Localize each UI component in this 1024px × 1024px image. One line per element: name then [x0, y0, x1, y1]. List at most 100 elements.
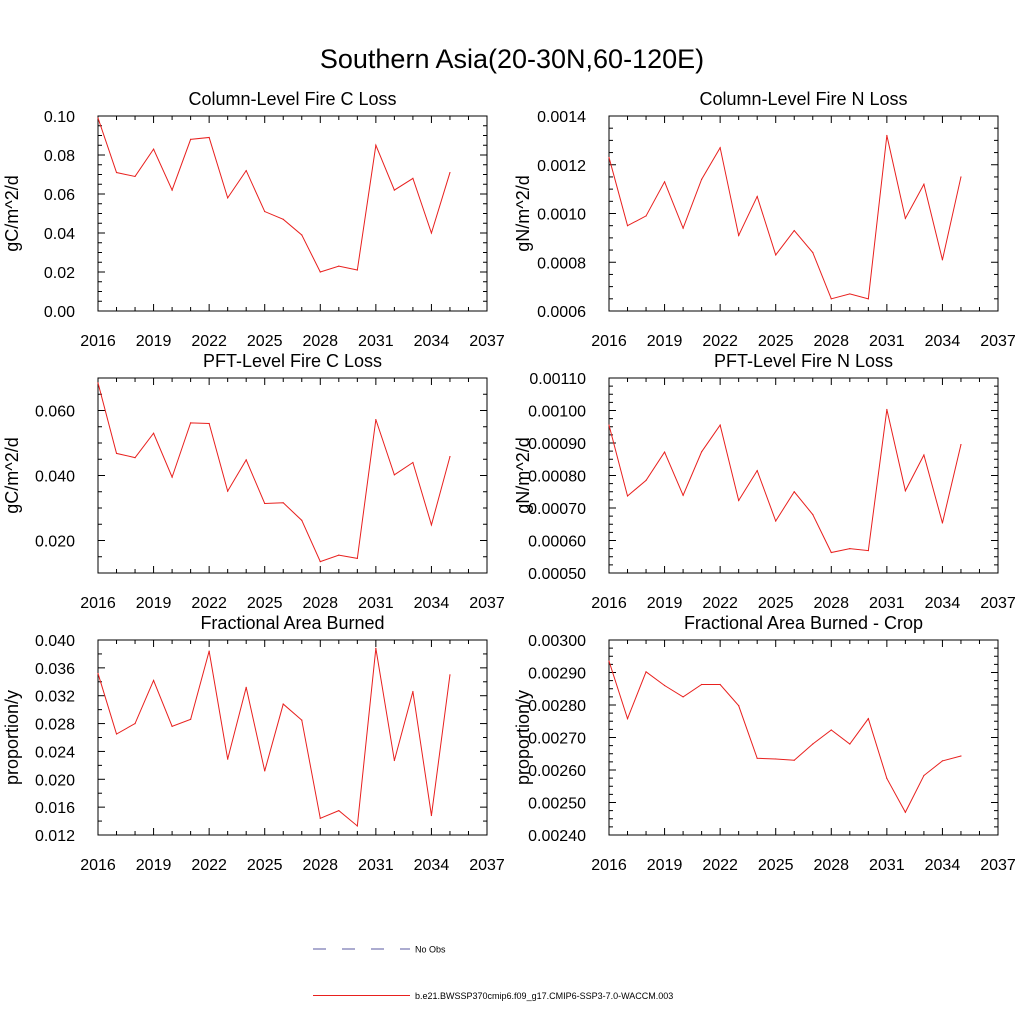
y-tick-label: 0.020 — [35, 772, 75, 789]
data-point — [393, 474, 395, 476]
data-point — [719, 147, 721, 149]
data-point — [701, 178, 703, 180]
x-tick-label: 2025 — [247, 333, 283, 350]
data-point — [738, 499, 740, 502]
data-point — [227, 490, 229, 492]
data-point — [849, 293, 851, 295]
y-tick-label: 0.0014 — [537, 109, 586, 126]
data-point — [393, 759, 395, 762]
data-point — [830, 298, 832, 300]
y-tick-label: 0.06 — [44, 187, 75, 204]
data-point — [115, 733, 118, 735]
data-point — [941, 760, 944, 762]
data-point — [608, 424, 610, 426]
data-point — [245, 459, 247, 461]
x-tick-label: 2025 — [247, 595, 283, 612]
x-tick-label: 2037 — [469, 857, 505, 874]
series-line-1 — [608, 135, 962, 300]
y-tick-label: 0.024 — [35, 744, 75, 761]
series-line-1 — [608, 660, 962, 814]
x-tick-label: 2022 — [191, 857, 227, 874]
data-point — [356, 825, 358, 827]
data-point — [375, 144, 377, 146]
x-tick-label: 2025 — [247, 857, 283, 874]
x-tick-label: 2037 — [980, 857, 1016, 874]
y-tick-label: 0.00070 — [528, 501, 586, 518]
x-tick-label: 2016 — [591, 595, 627, 612]
legend-model-label: b.e21.BWSSP370cmip6.f09_g17.CMIP6-SSP3-7… — [415, 991, 673, 1001]
y-tick-label: 0.020 — [35, 534, 75, 551]
data-point — [830, 729, 832, 731]
y-axis-label: gC/m^2/d — [2, 175, 22, 251]
data-point — [115, 171, 118, 174]
panel-1: 2016 2019 2022 2025 2028 2031 2034 2037 0.00 0.02… — [2, 89, 505, 350]
legend-obs-label: No Obs — [415, 945, 446, 955]
y-axis-label: gN/m^2/d — [513, 175, 533, 251]
y-tick-label: 0.036 — [35, 661, 75, 678]
data-point — [756, 470, 758, 472]
data-point — [190, 718, 192, 720]
data-point — [663, 451, 666, 453]
y-tick-label: 0.00110 — [529, 371, 586, 388]
panel-title: PFT-Level Fire N Loss — [714, 351, 893, 371]
panel-2: 2016 2019 2022 2025 2028 2031 2034 2037 0.0006 0.… — [513, 89, 1016, 350]
data-point — [208, 422, 210, 425]
y-tick-label: 0.0012 — [537, 158, 586, 175]
panel-title: PFT-Level Fire C Loss — [203, 351, 382, 371]
x-tick-label: 2019 — [647, 333, 683, 350]
y-tick-label: 0.040 — [35, 633, 75, 650]
data-point — [904, 490, 906, 492]
data-point — [645, 479, 647, 481]
y-tick-label: 0.0008 — [537, 255, 586, 272]
data-point — [375, 647, 377, 649]
y-tick-label: 0.00240 — [528, 828, 586, 845]
data-point — [412, 177, 414, 179]
data-point — [960, 755, 962, 757]
data-point — [775, 520, 777, 522]
x-tick-label: 2025 — [758, 857, 794, 874]
x-tick-label: 2028 — [302, 595, 338, 612]
data-point — [608, 156, 610, 159]
data-point — [319, 561, 321, 563]
y-tick-label: 0.00280 — [528, 698, 586, 715]
data-point — [97, 117, 99, 119]
data-point — [190, 422, 192, 424]
data-point — [867, 298, 869, 300]
data-point — [227, 758, 229, 760]
y-tick-label: 0.00 — [44, 304, 75, 321]
y-tick-label: 0.00080 — [528, 469, 586, 486]
series-line-1 — [97, 382, 451, 563]
x-tick-label: 2016 — [80, 857, 116, 874]
x-tick-label: 2019 — [647, 595, 683, 612]
x-tick-label: 2034 — [414, 333, 450, 350]
legend: No Obs b.e21.BWSSP370cmip6.f09_g17.CMIP6… — [313, 945, 673, 1001]
x-tick-label: 2019 — [647, 857, 683, 874]
series-line-1 — [608, 409, 962, 554]
data-point — [264, 502, 266, 505]
x-tick-label: 2031 — [358, 595, 394, 612]
data-point — [152, 432, 155, 434]
y-axis-label: proportion/y — [2, 690, 22, 785]
data-point — [941, 522, 944, 524]
y-tick-label: 0.032 — [35, 689, 75, 706]
data-point — [886, 134, 888, 137]
x-tick-label: 2028 — [813, 857, 849, 874]
data-point — [282, 703, 284, 705]
data-point — [430, 232, 433, 234]
data-point — [319, 271, 321, 273]
x-tick-label: 2025 — [758, 595, 794, 612]
data-point — [430, 524, 433, 526]
data-point — [923, 454, 925, 456]
data-point — [227, 197, 229, 199]
x-tick-label: 2022 — [702, 333, 738, 350]
data-point — [719, 424, 721, 426]
x-tick-label: 2016 — [591, 333, 627, 350]
data-point — [867, 549, 869, 552]
y-tick-label: 0.040 — [35, 469, 75, 486]
x-tick-label: 2028 — [813, 333, 849, 350]
panel-6: 2016 2019 2022 2025 2028 2031 2034 2037 0.00240 0… — [513, 613, 1016, 874]
plot-frame — [97, 115, 488, 312]
y-axis-label: gC/m^2/d — [2, 437, 22, 513]
data-point — [152, 679, 155, 681]
y-tick-label: 0.00250 — [528, 796, 586, 813]
